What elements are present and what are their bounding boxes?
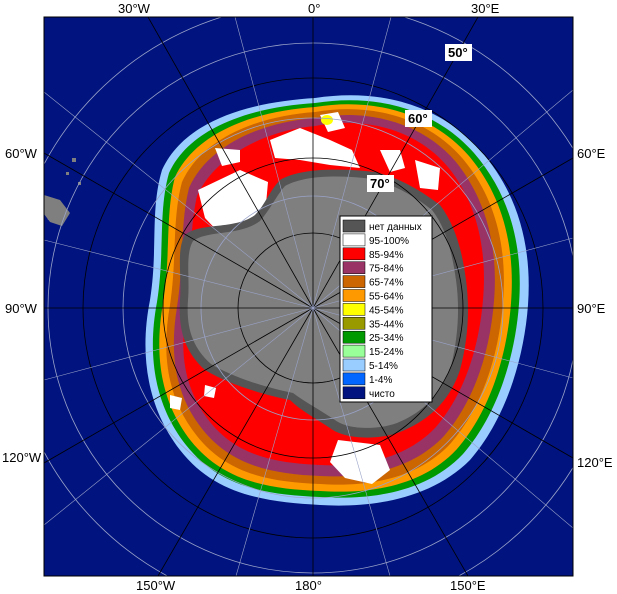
- legend-swatch: [342, 275, 366, 288]
- latitude-label-70: 70°: [367, 175, 394, 192]
- legend-label: 15-24%: [369, 347, 404, 358]
- legend-label: 55-64%: [369, 292, 404, 303]
- lat-label-50-text: 50°: [448, 45, 468, 60]
- legend: нет данных 95-100% 85-94% 75-84% 65-74% 55-64…: [339, 215, 433, 403]
- legend-swatch: [342, 386, 366, 400]
- lon-label-150w: 150°W: [136, 578, 176, 593]
- lon-label-90w: 90°W: [5, 301, 38, 316]
- meridians: [44, 17, 573, 576]
- legend-label: 35-44%: [369, 319, 404, 330]
- ice-yellow-patch: [321, 115, 333, 125]
- lon-label-120e: 120°E: [577, 455, 613, 470]
- legend-swatch: [342, 330, 366, 344]
- latitude-label-50: 50°: [445, 44, 472, 61]
- lon-label-180: 180°: [295, 578, 322, 593]
- legend-swatch: [342, 233, 366, 247]
- lon-label-0: 0°: [308, 1, 320, 16]
- map-frame: [43, 16, 574, 577]
- legend-swatch: [342, 358, 366, 372]
- legend-swatch: [342, 261, 366, 274]
- legend-swatch: [342, 303, 366, 316]
- lon-label-150e: 150°E: [450, 578, 486, 593]
- legend-swatch: [342, 219, 366, 233]
- legend-swatch: [342, 344, 366, 358]
- lon-label-30e: 30°E: [471, 1, 500, 16]
- legend-label: 25-34%: [369, 333, 404, 344]
- legend-label: 85-94%: [369, 250, 404, 261]
- lon-label-90e: 90°E: [577, 301, 606, 316]
- legend-swatch: [342, 247, 366, 261]
- legend-label: 45-54%: [369, 305, 404, 316]
- legend-swatch: [342, 289, 366, 302]
- lat-label-70-text: 70°: [370, 176, 390, 191]
- lon-label-60w: 60°W: [5, 146, 38, 161]
- ice-white-patches: [170, 112, 440, 484]
- lon-label-60e: 60°E: [577, 146, 606, 161]
- legend-label: нет данных: [369, 222, 422, 233]
- legend-swatch: [342, 317, 366, 330]
- latitude-label-60: 60°: [405, 110, 432, 127]
- legend-label: 75-84%: [369, 264, 404, 275]
- lon-label-120w: 120°W: [2, 450, 42, 465]
- lon-label-30w: 30°W: [118, 1, 151, 16]
- legend-label: 1-4%: [369, 375, 392, 386]
- legend-label: 95-100%: [369, 236, 409, 247]
- legend-swatch: [342, 372, 366, 386]
- legend-label: 65-74%: [369, 278, 404, 289]
- legend-label: чисто: [369, 389, 395, 400]
- legend-label: 5-14%: [369, 361, 398, 372]
- lat-label-60-text: 60°: [408, 111, 428, 126]
